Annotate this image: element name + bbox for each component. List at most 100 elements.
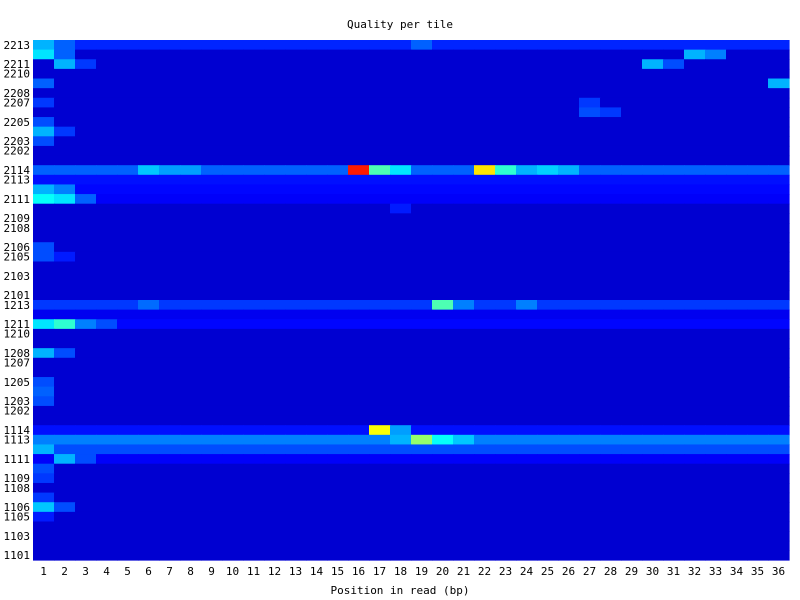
heatmap-cell: [285, 377, 307, 388]
heatmap-cell: [705, 155, 727, 166]
heatmap-cell: [138, 540, 160, 551]
heatmap-cell: [768, 155, 790, 166]
heatmap-cell: [117, 521, 139, 532]
heatmap-cell: [726, 511, 748, 523]
heatmap-cell: [516, 280, 538, 291]
heatmap-cell: [537, 174, 559, 186]
heatmap-cell: [663, 367, 685, 378]
x-tick-label: 7: [166, 565, 173, 578]
heatmap-cell: [33, 107, 55, 118]
heatmap-cell: [453, 463, 475, 474]
heatmap-cell: [726, 222, 748, 234]
heatmap-cell: [768, 78, 790, 89]
heatmap-cell: [495, 328, 517, 340]
heatmap-cell: [579, 261, 601, 272]
heatmap-cell: [243, 97, 265, 109]
heatmap-cell: [747, 511, 769, 523]
heatmap-cell: [621, 174, 643, 186]
heatmap-cell: [453, 117, 475, 128]
heatmap-cell: [726, 386, 748, 397]
heatmap-cell: [33, 117, 55, 128]
heatmap-cell: [579, 367, 601, 378]
heatmap-cell: [327, 434, 349, 446]
heatmap-cell: [138, 531, 160, 542]
heatmap-cell: [117, 242, 139, 253]
heatmap-cell: [432, 261, 454, 272]
heatmap-cell: [222, 40, 244, 51]
heatmap-cell: [516, 251, 538, 263]
heatmap-cell: [579, 434, 601, 446]
heatmap-cell: [747, 184, 769, 195]
heatmap-cell: [54, 444, 76, 455]
heatmap-cell: [768, 290, 790, 301]
heatmap-cell: [222, 386, 244, 397]
heatmap-cell: [516, 425, 538, 436]
heatmap-cell: [600, 59, 622, 70]
heatmap-cell: [558, 396, 580, 407]
heatmap-cell: [642, 328, 664, 340]
heatmap-cell: [327, 68, 349, 80]
heatmap-cell: [537, 328, 559, 340]
heatmap-cell: [621, 521, 643, 532]
heatmap-cell: [600, 145, 622, 157]
heatmap-cell: [621, 59, 643, 70]
heatmap-cell: [705, 348, 727, 359]
heatmap-cell: [285, 425, 307, 436]
heatmap-cell: [285, 222, 307, 234]
heatmap-cell: [432, 550, 454, 561]
y-tick-label: 1111: [4, 453, 31, 466]
heatmap-cell: [516, 386, 538, 397]
heatmap-cell: [222, 309, 244, 320]
heatmap-cell: [54, 492, 76, 503]
heatmap-cell: [684, 174, 706, 186]
heatmap-cell: [474, 425, 496, 436]
heatmap-cell: [243, 540, 265, 551]
heatmap-cell: [663, 482, 685, 494]
heatmap-cell: [117, 386, 139, 397]
heatmap-cell: [285, 348, 307, 359]
heatmap-cell: [33, 290, 55, 301]
heatmap-cell: [96, 338, 118, 349]
heatmap-cell: [705, 492, 727, 503]
y-tick-label: 2207: [4, 97, 31, 110]
y-axis-ticks: 2213221122102208220722052203220221142113…: [4, 39, 31, 562]
heatmap-cell: [33, 40, 55, 51]
heatmap-cell: [33, 280, 55, 291]
heatmap-cell: [726, 405, 748, 417]
heatmap-cell: [159, 203, 181, 214]
heatmap-cell: [747, 59, 769, 70]
heatmap-cell: [306, 97, 328, 109]
heatmap-cell: [726, 126, 748, 137]
heatmap-cell: [327, 280, 349, 291]
x-tick-label: 27: [583, 565, 596, 578]
heatmap-cell: [243, 78, 265, 89]
heatmap-cell: [243, 482, 265, 494]
heatmap-cell: [327, 540, 349, 551]
heatmap-cell: [537, 454, 559, 465]
heatmap-cell: [453, 155, 475, 166]
heatmap-cell: [96, 319, 118, 330]
heatmap-cell: [180, 145, 202, 157]
heatmap-cell: [600, 251, 622, 263]
y-tick-label: 2210: [4, 68, 31, 81]
heatmap-cell: [642, 367, 664, 378]
heatmap-cell: [642, 415, 664, 426]
heatmap-cell: [747, 290, 769, 301]
heatmap-cell: [96, 367, 118, 378]
heatmap-cell: [96, 502, 118, 513]
heatmap-cell: [264, 174, 286, 186]
heatmap-cell: [579, 222, 601, 234]
heatmap-cell: [222, 232, 244, 243]
heatmap-cell: [54, 454, 76, 465]
heatmap-cell: [159, 126, 181, 137]
heatmap-cell: [621, 155, 643, 166]
heatmap-cell: [411, 97, 433, 109]
heatmap-cell: [201, 271, 223, 282]
heatmap-cell: [180, 463, 202, 474]
heatmap-cell: [306, 357, 328, 369]
heatmap-cell: [642, 425, 664, 436]
heatmap-cell: [747, 434, 769, 446]
heatmap-cell: [537, 463, 559, 474]
heatmap-cell: [495, 454, 517, 465]
heatmap-cell: [348, 194, 370, 205]
